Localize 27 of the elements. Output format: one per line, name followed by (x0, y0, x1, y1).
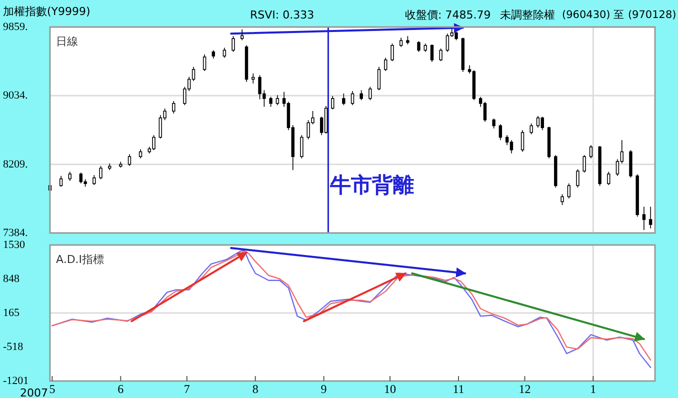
text: (960430) 至 (970128) (562, 9, 676, 21)
y-tick-label: -518 (3, 340, 24, 353)
y-tick-label: 9034. (3, 90, 28, 102)
annotation: 牛市背離 (329, 173, 414, 197)
x-tick-label: 7 (184, 382, 190, 396)
x-tick-label: 6 (118, 382, 124, 396)
x-tick-label: 1 (590, 382, 596, 396)
text: 收盤價: 7485.79 (405, 8, 491, 22)
x-tick-label: 11 (452, 382, 464, 396)
x-tick-label: 12 (518, 382, 531, 396)
text: RSVI: 0.333 (250, 8, 314, 22)
x-tick-label: 10 (384, 382, 396, 396)
x-tick-label: 9 (320, 382, 327, 396)
text: 日線 (56, 35, 78, 48)
chart-title: 加權指數(Y9999) (3, 5, 90, 18)
y-tick-label: 848 (3, 272, 20, 285)
x-tick-label: 8 (252, 382, 258, 396)
y-tick-label: 7384. (3, 227, 28, 239)
text: 未調整除權 (500, 8, 555, 22)
y-tick-label: 9859. (3, 21, 28, 33)
y-tick-label: 1530 (3, 239, 26, 251)
text: 2007 (20, 386, 48, 398)
text: A.D.I指標 (56, 253, 104, 266)
y-tick-label: -1201 (3, 375, 29, 387)
y-tick-label: 8209. (3, 158, 28, 170)
x-tick-label: 5 (49, 382, 56, 396)
y-tick-label: 165 (3, 306, 20, 319)
